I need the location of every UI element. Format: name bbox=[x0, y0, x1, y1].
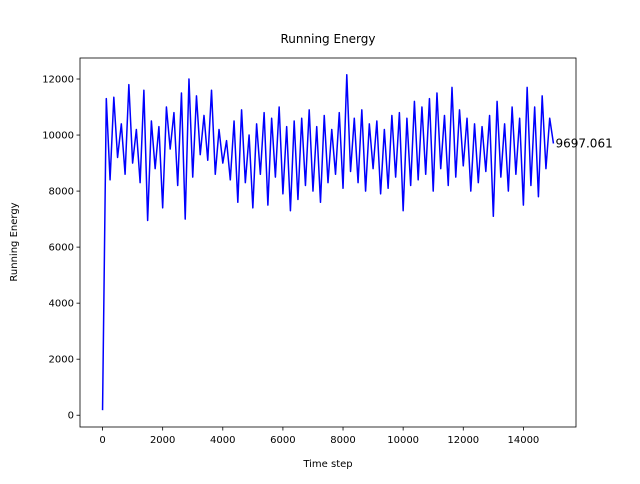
y-tick-label: 12000 bbox=[42, 75, 74, 86]
x-tick-label: 12000 bbox=[447, 435, 479, 446]
y-tick-label: 4000 bbox=[49, 299, 74, 310]
y-tick-label: 6000 bbox=[49, 243, 74, 254]
y-tick-label: 8000 bbox=[49, 187, 74, 198]
x-tick-label: 10000 bbox=[387, 435, 419, 446]
x-tick-label: 0 bbox=[99, 435, 105, 446]
data-line bbox=[101, 74, 555, 411]
x-tick-label: 4000 bbox=[210, 435, 235, 446]
x-axis-label: Time step bbox=[302, 459, 352, 470]
plot-frame bbox=[79, 57, 577, 428]
x-tick-label: 2000 bbox=[150, 435, 175, 446]
x-tick-label: 8000 bbox=[330, 435, 355, 446]
x-tick-label: 6000 bbox=[270, 435, 295, 446]
y-tick-label: 2000 bbox=[49, 355, 74, 366]
y-tick-label: 10000 bbox=[42, 131, 74, 142]
x-tick-label: 14000 bbox=[507, 435, 539, 446]
y-axis-label: Running Energy bbox=[9, 202, 20, 281]
chart-title: Running Energy bbox=[281, 32, 376, 46]
y-tick-label: 0 bbox=[68, 411, 74, 422]
last-value-label: 9697.061 bbox=[555, 137, 612, 151]
